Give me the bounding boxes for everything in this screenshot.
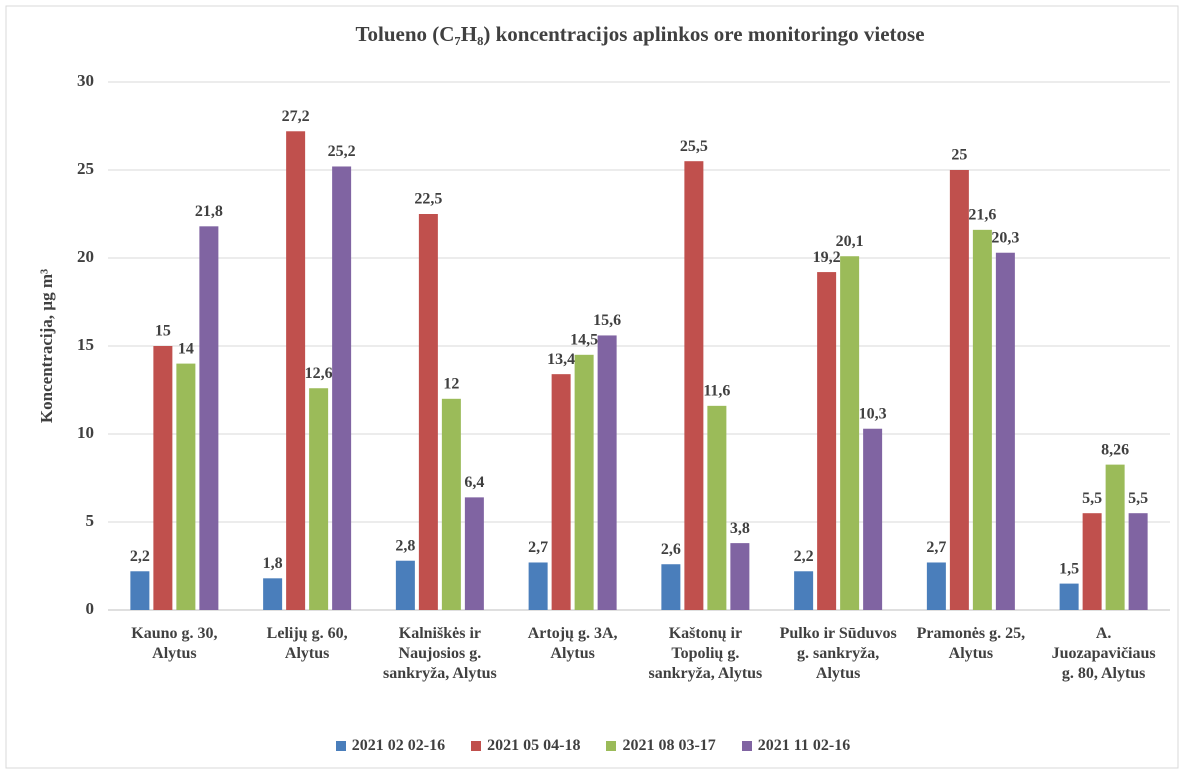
data-label: 11,6: [703, 383, 730, 400]
bar: [817, 272, 837, 610]
bar: [176, 363, 196, 610]
y-axis-label: Koncentracija, µg m³: [37, 269, 56, 423]
data-label: 2,7: [528, 539, 548, 556]
y-tick-label: 0: [86, 599, 95, 618]
bar: [597, 335, 617, 610]
y-tick-label: 20: [77, 247, 94, 266]
bar: [332, 166, 352, 611]
x-tick-label: Kauno g. 30, Alytus: [131, 625, 218, 662]
data-label: 5,5: [1128, 490, 1148, 507]
data-label: 5,5: [1082, 490, 1102, 507]
bar: [574, 354, 594, 610]
bar: [153, 346, 173, 610]
bar: [418, 214, 438, 610]
data-label: 25,5: [680, 138, 708, 155]
x-tick-label: Pramonės g. 25, Alytus: [916, 625, 1026, 662]
legend-label: 2021 02 02-16: [351, 737, 446, 754]
legend-label: 2021 08 03-17: [622, 737, 716, 754]
legend-swatch: [335, 741, 346, 751]
bar: [730, 543, 750, 610]
legend: 2021 02 02-16 2021 05 04-18 2021 08 03-17 2…: [0, 737, 1186, 755]
data-label: 10,3: [859, 405, 887, 422]
bar: [949, 170, 969, 610]
data-label: 12,6: [305, 365, 333, 382]
bar: [199, 226, 219, 610]
y-tick-label: 10: [77, 423, 94, 442]
legend-item: 2021 05 04-18: [471, 737, 580, 755]
bar: [263, 578, 283, 610]
data-label: 3,8: [730, 520, 750, 537]
data-label: 1,5: [1059, 560, 1079, 577]
data-label: 14,5: [570, 331, 598, 348]
bar: [1105, 464, 1125, 610]
x-tick-label: A. Juozapavičiaus g. 80, Alytus: [1051, 625, 1156, 682]
data-label: 2,2: [794, 548, 814, 565]
bar: [1059, 583, 1079, 610]
data-label: 2,2: [130, 548, 150, 565]
data-label: 25,2: [328, 143, 356, 160]
data-label: 25: [951, 147, 967, 164]
data-label: 20,3: [991, 229, 1019, 246]
data-label: 2,7: [926, 539, 946, 556]
y-tick-label: 15: [77, 335, 94, 354]
x-tick-label: Kaštonų ir Topolių g. sankryža, Alytus: [648, 625, 763, 682]
legend-label: 2021 05 04-18: [487, 737, 581, 754]
data-label: 8,26: [1101, 441, 1129, 458]
legend-swatch: [741, 741, 752, 751]
data-label: 12: [443, 375, 459, 392]
data-label: 2,8: [395, 537, 415, 554]
bar: [995, 252, 1015, 610]
y-tick-label: 30: [77, 71, 94, 90]
bar: [972, 229, 992, 610]
bar: [684, 161, 704, 610]
bar: [286, 131, 306, 610]
data-label: 22,5: [414, 191, 442, 208]
y-tick-label: 5: [86, 511, 95, 530]
bar: [707, 405, 727, 610]
data-label: 14: [178, 340, 194, 357]
chart-title: Tolueno (C₇H₈) koncentracijos aplinkos o…: [355, 22, 924, 46]
bar: [1128, 513, 1148, 610]
bar: [1082, 513, 1102, 610]
bar: [441, 398, 461, 610]
legend-swatch: [471, 741, 482, 751]
bar: [551, 374, 571, 610]
data-label: 13,4: [547, 351, 575, 368]
data-label: 15: [155, 323, 171, 340]
x-tick-label: Artojų g. 3A, Alytus: [527, 625, 618, 662]
legend-item: 2021 02 02-16: [335, 737, 446, 755]
bar: [395, 560, 415, 610]
data-label: 15,6: [593, 312, 621, 329]
bar: [130, 571, 150, 610]
data-label: 1,8: [263, 555, 283, 572]
data-label: 2,6: [661, 541, 681, 558]
bar: [528, 562, 548, 610]
y-tick-label: 25: [77, 159, 94, 178]
data-label: 20,1: [836, 233, 864, 250]
bar: [464, 497, 484, 610]
legend-label: 2021 11 02-16: [757, 737, 851, 754]
data-label: 6,4: [464, 474, 484, 491]
bar: [794, 571, 814, 610]
x-tick-label: Kalniškės ir Naujosios g. sankryža, Alyt…: [382, 625, 497, 682]
x-tick-label: Lelijų g. 60, Alytus: [266, 625, 348, 662]
data-label: 21,8: [195, 203, 223, 220]
legend-item: 2021 11 02-16: [741, 737, 851, 755]
bar: [863, 428, 883, 610]
legend-swatch: [606, 741, 617, 751]
x-tick-label: Pulko ir Sūduvos g. sankryža, Alytus: [779, 625, 897, 682]
bar: [926, 562, 946, 610]
bar: [661, 564, 681, 610]
data-label: 19,2: [813, 249, 841, 266]
legend-item: 2021 08 03-17: [606, 737, 716, 755]
data-label: 21,6: [968, 207, 996, 224]
bar: [840, 256, 860, 610]
bar: [309, 388, 329, 610]
data-label: 27,2: [282, 108, 310, 125]
